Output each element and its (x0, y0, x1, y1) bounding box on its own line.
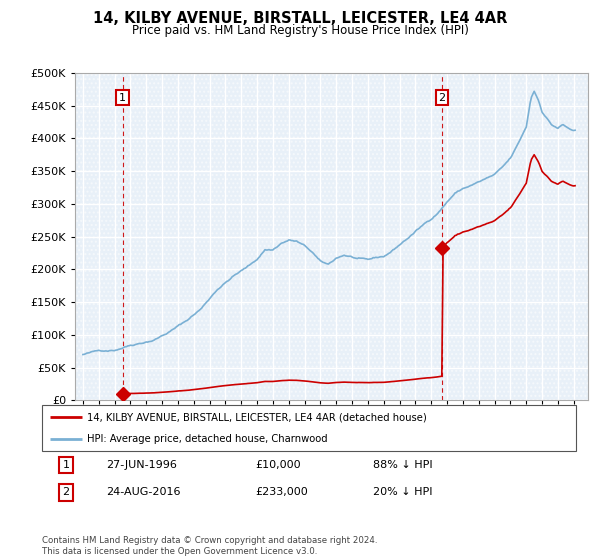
Text: HPI: Average price, detached house, Charnwood: HPI: Average price, detached house, Char… (88, 435, 328, 444)
Text: £10,000: £10,000 (256, 460, 301, 470)
Text: 2: 2 (62, 487, 70, 497)
Text: Price paid vs. HM Land Registry's House Price Index (HPI): Price paid vs. HM Land Registry's House … (131, 24, 469, 36)
Text: 1: 1 (119, 93, 126, 102)
Text: 1: 1 (62, 460, 70, 470)
Text: 14, KILBY AVENUE, BIRSTALL, LEICESTER, LE4 4AR (detached house): 14, KILBY AVENUE, BIRSTALL, LEICESTER, L… (88, 412, 427, 422)
Text: 24-AUG-2016: 24-AUG-2016 (106, 487, 181, 497)
Text: £233,000: £233,000 (256, 487, 308, 497)
Text: Contains HM Land Registry data © Crown copyright and database right 2024.
This d: Contains HM Land Registry data © Crown c… (42, 536, 377, 556)
Text: 2: 2 (438, 93, 445, 102)
Text: 14, KILBY AVENUE, BIRSTALL, LEICESTER, LE4 4AR: 14, KILBY AVENUE, BIRSTALL, LEICESTER, L… (93, 11, 507, 26)
Text: 88% ↓ HPI: 88% ↓ HPI (373, 460, 433, 470)
Text: 27-JUN-1996: 27-JUN-1996 (106, 460, 177, 470)
FancyBboxPatch shape (42, 405, 576, 451)
Text: 20% ↓ HPI: 20% ↓ HPI (373, 487, 433, 497)
